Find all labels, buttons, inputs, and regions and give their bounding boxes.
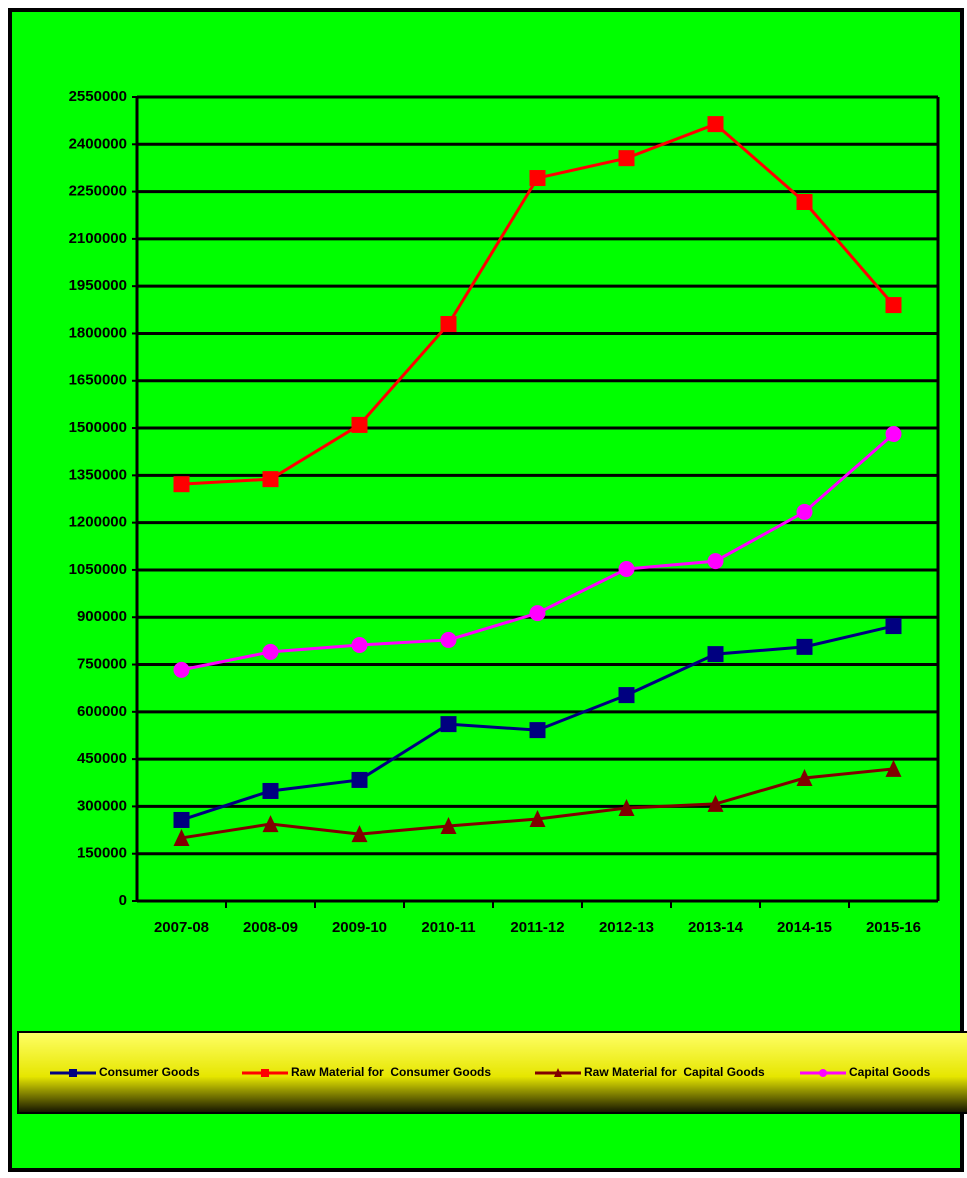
y-tick-label: 300000 <box>77 797 127 814</box>
y-tick-label: 1200000 <box>69 514 127 531</box>
y-tick-label: 1650000 <box>69 372 127 389</box>
y-tick-label: 1500000 <box>69 419 127 436</box>
point <box>796 193 813 210</box>
y-tick-label: 900000 <box>77 608 127 625</box>
point <box>262 815 279 833</box>
x-tick-label: 2015-16 <box>866 919 921 936</box>
point <box>351 825 368 843</box>
legend-label: Raw Material for Consumer Goods <box>291 1065 491 1079</box>
y-tick-label: 1350000 <box>69 466 127 483</box>
point <box>885 618 902 635</box>
point <box>262 471 279 488</box>
y-tick-label: 1950000 <box>69 277 127 294</box>
point <box>173 811 190 828</box>
point <box>529 722 546 739</box>
point <box>618 687 635 704</box>
point <box>618 560 635 577</box>
x-tick-label: 2014-15 <box>777 919 832 936</box>
point <box>796 638 813 655</box>
point <box>440 716 457 733</box>
legend-marker <box>261 1069 269 1077</box>
y-tick-label: 2100000 <box>69 230 127 247</box>
y-tick-label: 1800000 <box>69 324 127 341</box>
y-tick-label: 2250000 <box>69 183 127 200</box>
y-tick-label: 2550000 <box>69 88 127 105</box>
x-tick-label: 2007-08 <box>154 919 209 936</box>
point <box>796 503 813 520</box>
x-tick-label: 2011-12 <box>510 919 564 936</box>
point <box>529 605 546 622</box>
legend-marker <box>69 1069 77 1077</box>
point <box>173 828 190 846</box>
point <box>707 116 724 133</box>
point <box>262 782 279 799</box>
y-tick-label: 450000 <box>77 750 127 767</box>
point <box>885 426 902 443</box>
point <box>707 646 724 663</box>
legend-marker <box>819 1069 827 1077</box>
x-tick-label: 2010-11 <box>421 919 475 936</box>
point <box>707 794 724 812</box>
chart-background <box>8 8 964 1172</box>
point <box>885 759 902 777</box>
x-tick-label: 2012-13 <box>599 919 654 936</box>
point <box>796 769 813 787</box>
point <box>440 316 457 333</box>
y-tick-label: 2400000 <box>69 135 127 152</box>
point <box>885 297 902 314</box>
point <box>440 816 457 834</box>
point <box>529 170 546 187</box>
point <box>618 150 635 167</box>
point <box>618 798 635 816</box>
point <box>173 476 190 493</box>
point <box>351 636 368 653</box>
legend-label: Capital Goods <box>849 1065 931 1079</box>
legend-label: Consumer Goods <box>99 1065 200 1079</box>
point <box>173 661 190 678</box>
x-tick-label: 2013-14 <box>688 919 744 936</box>
y-tick-label: 1050000 <box>69 561 127 578</box>
legend-label: Raw Material for Capital Goods <box>584 1065 765 1079</box>
y-tick-label: 150000 <box>77 845 127 862</box>
legend-marker <box>554 1068 562 1077</box>
point <box>440 631 457 648</box>
x-tick-label: 2009-10 <box>332 919 387 936</box>
y-tick-label: 750000 <box>77 655 127 672</box>
point <box>351 416 368 433</box>
point <box>707 553 724 570</box>
point <box>262 643 279 660</box>
point <box>351 771 368 788</box>
y-tick-label: 600000 <box>77 703 127 720</box>
point <box>529 810 546 828</box>
x-tick-label: 2008-09 <box>243 919 298 936</box>
y-tick-label: 0 <box>119 892 127 909</box>
